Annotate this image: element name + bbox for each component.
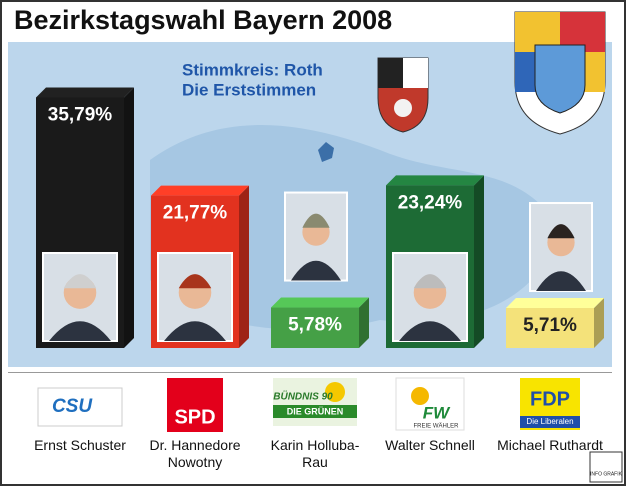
bar-side <box>124 87 134 348</box>
logo-bg <box>37 387 123 427</box>
bar-side <box>239 185 249 348</box>
party-logo: CSU <box>37 387 123 427</box>
candidate-name: Ernst Schuster <box>34 437 126 453</box>
party-logo-sub: FREIE WÄHLER <box>413 423 459 430</box>
bar-top <box>36 87 134 98</box>
party-logo: FDP Die Liberalen <box>520 378 580 430</box>
logo-bg <box>167 378 223 432</box>
value-label: 5,78% <box>288 315 342 336</box>
candidate-name: Walter Schnell <box>385 437 475 453</box>
bar-top <box>386 175 484 186</box>
party-logo-text: CSU <box>52 396 93 417</box>
bar-side <box>594 298 604 348</box>
candidate-name: Michael Ruthardt <box>497 437 603 453</box>
photo-shoulders <box>399 321 461 341</box>
bar-side <box>359 297 369 348</box>
party-logo-text: FDP <box>530 388 570 410</box>
photo-hair <box>302 213 330 228</box>
chart-title: Bezirkstagswahl Bayern 2008 <box>14 5 392 35</box>
candidate-name: Dr. Hannedore Nowotny <box>149 437 241 470</box>
logo-band <box>520 416 580 428</box>
bar-top <box>271 297 369 308</box>
photo-hair <box>178 274 212 289</box>
photo-shoulders <box>49 321 111 341</box>
party-logo-text: BÜNDNIS 90 <box>273 390 333 403</box>
photo-shoulders <box>536 271 586 292</box>
photo-hair <box>547 224 575 239</box>
logo-sunflower <box>325 382 345 402</box>
photo-hair <box>413 274 447 289</box>
logo-band <box>273 405 357 418</box>
bar <box>506 308 594 348</box>
bar <box>271 307 359 348</box>
bar-top <box>506 298 604 309</box>
credit: INFO GRAFIK <box>590 471 623 477</box>
credit-box <box>589 451 623 483</box>
bar-side <box>474 175 484 348</box>
subtitle: Stimmkreis: Roth <box>182 60 323 79</box>
party-logo: BÜNDNIS 90 DIE GRÜNEN <box>273 378 357 426</box>
party-logo: SPD <box>167 378 223 432</box>
coat-of-arms-bavaria <box>514 11 606 135</box>
party-logo-sub: Die Liberalen <box>526 417 573 426</box>
separator <box>8 372 612 373</box>
party-logo-sub: DIE GRÜNEN <box>287 406 344 416</box>
coat-of-arms-roth <box>377 57 429 133</box>
lake <box>318 142 334 162</box>
party-logo-text: SPD <box>174 406 215 428</box>
value-label: 23,24% <box>398 192 463 213</box>
logo-bg <box>395 377 465 431</box>
photo-hair <box>63 274 97 289</box>
candidate-name: Karin Holluba-Rau <box>270 437 360 470</box>
party-logo-text: FW <box>423 403 451 422</box>
value-label: 21,77% <box>163 203 228 224</box>
bar-top <box>151 185 249 196</box>
photo-shoulders <box>291 260 341 281</box>
value-label: 5,71% <box>523 315 577 336</box>
logo-sun <box>411 387 429 405</box>
subtitle: Die Erststimmen <box>182 80 316 99</box>
photo-shoulders <box>164 321 226 341</box>
value-label: 35,79% <box>48 104 113 125</box>
